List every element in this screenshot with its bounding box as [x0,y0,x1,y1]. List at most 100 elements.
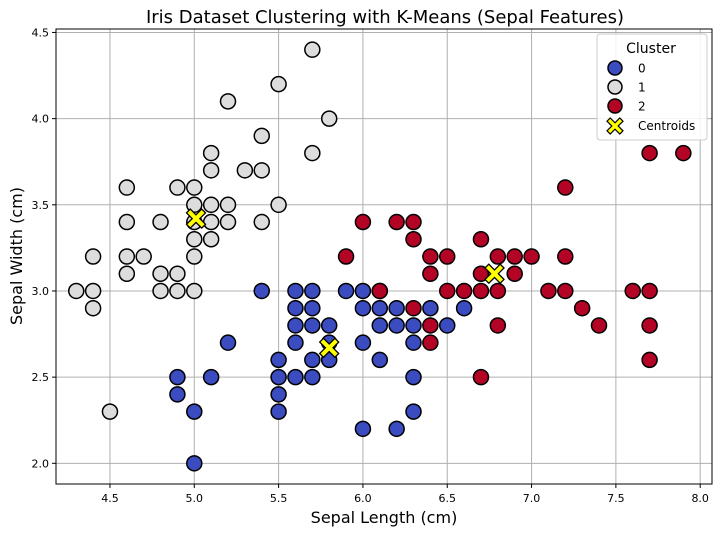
y-tick-label: 4.0 [32,113,50,126]
point-cluster-0 [455,299,473,317]
point-cluster-2 [422,317,439,334]
legend-marker-1 [607,79,623,95]
point-cluster-1 [202,213,220,231]
point-cluster-0 [287,368,304,386]
point-cluster-2 [523,248,540,265]
legend-label-centroids: Centroids [638,119,695,133]
point-cluster-1 [253,162,270,179]
centroid-marker [185,208,207,230]
point-cluster-0 [405,403,422,420]
y-tick-label: 2.5 [32,371,50,384]
point-cluster-1 [202,196,220,214]
x-tick-label: 8.0 [691,492,709,505]
point-cluster-2 [405,213,422,231]
legend-label-2: 2 [638,100,646,114]
point-cluster-0 [371,351,389,369]
y-tick-label: 4.5 [32,26,50,39]
point-cluster-1 [101,403,119,420]
point-cluster-2 [472,231,490,248]
point-cluster-2 [540,282,557,300]
centroid-markers [185,208,505,359]
x-tick-label: 4.5 [101,492,119,505]
point-cluster-0 [304,351,321,369]
point-cluster-1 [186,179,203,196]
point-cluster-1 [152,213,169,231]
point-cluster-0 [270,351,287,369]
x-tick-label: 7.0 [523,492,541,505]
point-cluster-2 [472,282,490,300]
point-cluster-0 [253,282,270,300]
point-cluster-2 [438,248,456,265]
point-cluster-1 [135,248,152,265]
point-cluster-1 [118,179,136,196]
point-cluster-1 [169,179,186,196]
point-cluster-0 [270,368,287,386]
legend-marker-centroids [606,117,624,135]
legend-marker-0 [607,60,623,76]
point-cluster-2 [641,144,658,162]
point-cluster-1 [169,282,186,300]
point-cluster-2 [371,282,389,300]
point-cluster-2 [557,282,574,300]
data-points [67,41,692,472]
point-cluster-1 [186,231,203,248]
point-cluster-1 [253,127,270,145]
point-cluster-0 [304,368,321,386]
point-cluster-2 [489,317,507,334]
point-cluster-2 [489,282,507,300]
point-cluster-0 [405,317,422,334]
point-cluster-1 [152,265,169,282]
point-cluster-0 [304,299,321,317]
point-cluster-1 [202,144,220,162]
chart-title: Iris Dataset Clustering with K-Means (Se… [146,7,624,28]
point-cluster-1 [236,162,254,179]
legend-box [596,33,708,141]
point-cluster-2 [641,282,658,300]
point-cluster-0 [287,282,304,300]
point-cluster-0 [169,386,186,403]
point-cluster-1 [118,213,136,231]
point-cluster-2 [422,334,439,351]
point-cluster-0 [202,368,220,386]
point-cluster-0 [287,299,304,317]
point-cluster-0 [354,282,372,300]
legend-label-0: 0 [638,62,646,76]
x-tick-label: 6.0 [354,492,372,505]
point-cluster-0 [270,403,287,420]
x-axis-label: Sepal Length (cm) [311,508,458,527]
point-cluster-0 [422,299,439,317]
point-cluster-2 [641,351,658,369]
point-cluster-0 [186,455,203,472]
point-cluster-1 [270,196,287,214]
point-cluster-1 [320,110,338,127]
point-cluster-0 [438,317,456,334]
centroid-marker [318,337,340,359]
point-cluster-0 [287,334,304,351]
point-cluster-1 [84,299,102,317]
x-tick-label: 6.5 [438,492,456,505]
y-tick-label: 3.0 [32,285,50,298]
point-cluster-2 [675,144,692,162]
x-axis-ticks: 4.5 5.0 5.5 6.0 6.5 7.0 7.5 8.0 [101,484,709,505]
point-cluster-1 [219,93,237,110]
point-cluster-1 [270,75,287,93]
point-cluster-1 [202,231,220,248]
point-cluster-2 [590,317,608,334]
point-cluster-0 [388,317,405,334]
point-cluster-2 [557,179,574,196]
point-cluster-1 [84,282,102,300]
point-cluster-2 [472,368,490,386]
point-cluster-2 [506,265,523,282]
point-cluster-2 [405,299,422,317]
point-cluster-1 [152,282,169,300]
point-cluster-0 [405,368,422,386]
point-cluster-2 [388,213,405,231]
point-cluster-1 [84,248,102,265]
legend-title: Cluster [626,41,676,57]
centroid-legend-x [606,117,624,135]
point-cluster-1 [186,282,203,300]
x-tick-label: 7.5 [607,492,625,505]
point-cluster-1 [169,265,186,282]
point-cluster-0 [371,317,389,334]
